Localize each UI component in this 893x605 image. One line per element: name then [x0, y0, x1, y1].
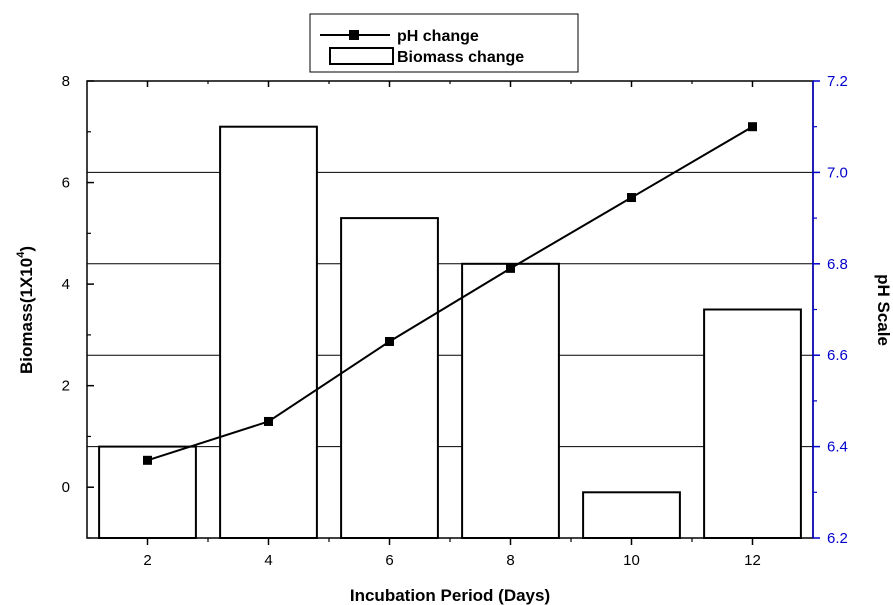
bar-biomass-day-8 [461, 262, 560, 539]
x-tick-label: 8 [506, 552, 514, 569]
right-y-axis: 6.2 6.4 6.6 6.8 7.0 7.2 [812, 73, 848, 547]
legend-item-biomass-change: Biomass change [329, 47, 524, 66]
left-tick-label: 6 [62, 175, 70, 192]
left-tick-label: 4 [62, 276, 70, 293]
ph-point-day-6 [385, 336, 394, 346]
ph-point-day-12 [748, 122, 757, 132]
x-axis: 2 4 6 8 10 12 [143, 81, 761, 569]
ph-point-day-8 [506, 263, 515, 273]
bar-biomass-day-10 [582, 491, 681, 539]
right-tick-label: 6.6 [827, 347, 848, 364]
legend-label-biomass-change: Biomass change [397, 49, 524, 66]
x-tick-label: 10 [623, 552, 640, 569]
x-tick-label: 2 [143, 552, 151, 569]
right-y-axis-title: pH Scale [874, 274, 893, 346]
line-series-ph [143, 122, 757, 465]
grid-lines [87, 171, 813, 448]
bar-biomass-day-12 [703, 308, 802, 539]
right-tick-label: 7.2 [827, 73, 848, 90]
left-tick-label: 8 [62, 73, 70, 90]
x-tick-label: 4 [264, 552, 272, 569]
left-y-axis-title-main: Biomass(1X10 [17, 258, 36, 374]
ph-point-day-2 [143, 455, 152, 465]
left-tick-label: 2 [62, 378, 70, 395]
bar-series-biomass [98, 125, 802, 540]
left-y-axis-title: Biomass(1X104) [15, 246, 36, 374]
x-axis-title: Incubation Period (Days) [350, 586, 550, 605]
legend: pH change Biomass change [309, 13, 579, 73]
legend-bar-swatch [329, 47, 394, 65]
ph-point-day-4 [264, 416, 273, 426]
x-tick-label: 6 [385, 552, 393, 569]
legend-item-ph-change: pH change [320, 28, 479, 45]
legend-marker-swatch [349, 30, 359, 40]
left-y-axis: 0 2 4 6 8 [62, 73, 94, 539]
right-tick-label: 6.2 [827, 530, 848, 547]
right-tick-label: 7.0 [827, 164, 848, 181]
right-tick-label: 6.4 [827, 439, 848, 456]
left-tick-label: 0 [62, 479, 70, 496]
ph-change-line [147, 125, 754, 462]
left-y-axis-title-superscript: 4 [15, 251, 27, 258]
legend-label-ph-change: pH change [397, 28, 479, 45]
left-y-axis-title-close: ) [17, 246, 36, 252]
ph-point-day-10 [627, 193, 636, 203]
bar-biomass-day-4 [219, 125, 318, 539]
right-tick-label: 6.8 [827, 256, 848, 273]
x-tick-label: 12 [744, 552, 761, 569]
bar-biomass-day-6 [340, 217, 439, 539]
